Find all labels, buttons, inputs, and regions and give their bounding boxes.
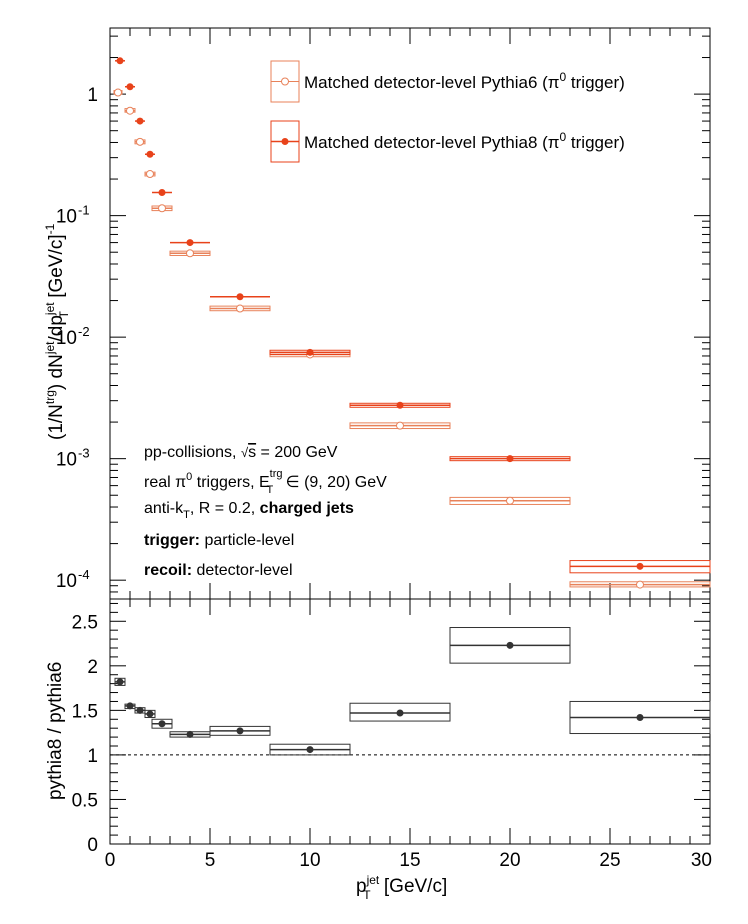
pythia6-point bbox=[114, 88, 122, 97]
ratio-point bbox=[236, 727, 244, 735]
ratio-point bbox=[158, 720, 166, 728]
pythia6-point bbox=[506, 496, 514, 505]
top-y-tick-label: 1 bbox=[87, 85, 98, 106]
x-tick-label: 20 bbox=[499, 850, 520, 871]
x-tick-label: 5 bbox=[205, 850, 216, 871]
top-y-axis-label: (1/Ntrg) dNjet/dpjetT [GeV/c]-1 bbox=[43, 223, 71, 440]
bottom-y-tick-label: 1.5 bbox=[72, 701, 98, 722]
legend: Matched detector-level Pythia6 (π0 trigg… bbox=[270, 60, 625, 163]
ratio-point bbox=[396, 709, 404, 717]
pythia8-point bbox=[126, 83, 134, 91]
x-tick-label: 25 bbox=[599, 850, 620, 871]
pythia8-point bbox=[186, 239, 194, 247]
pythia8-point bbox=[236, 293, 244, 301]
annotation-block: pp-collisions, √s = 200 GeV real π0 trig… bbox=[144, 444, 387, 579]
pythia6-point bbox=[136, 137, 144, 146]
x-tick-label: 15 bbox=[399, 850, 420, 871]
x-tick-label: 30 bbox=[691, 850, 712, 871]
pythia6-point bbox=[126, 106, 134, 115]
pythia6-point bbox=[236, 304, 244, 313]
ratio-point bbox=[506, 641, 514, 649]
top-y-tick-exponent: -1 bbox=[78, 203, 90, 218]
pythia6-point bbox=[158, 204, 166, 213]
bottom-y-axis-label: pythia8 / pythia6 bbox=[45, 662, 66, 800]
x-axis-label: pjet T [GeV/c] bbox=[356, 873, 447, 902]
ratio-point bbox=[146, 710, 154, 718]
bottom-y-tick-label: 2.5 bbox=[72, 612, 98, 633]
annotation-jets: anti-kT, R = 0.2, charged jets bbox=[144, 500, 354, 521]
legend-entry-pythia6: Matched detector-level Pythia6 (π0 trigg… bbox=[270, 60, 625, 103]
pythia8-point bbox=[146, 150, 154, 158]
legend-label-pythia6: Matched detector-level Pythia6 (π0 trigg… bbox=[304, 70, 625, 92]
pythia6-point bbox=[186, 249, 194, 258]
annotation-triggers: real π0 triggers, Etrg T ∈ (9, 20) GeV bbox=[144, 468, 387, 496]
bottom-tick-labels: 0 0.5 1 1.5 2 2.5 0 5 10 15 20 25 30 bbox=[72, 612, 712, 871]
ratio-point bbox=[126, 702, 134, 710]
annotation-trigger-level: trigger: particle-level bbox=[144, 532, 294, 549]
ratio-point bbox=[306, 746, 314, 754]
pythia8-point bbox=[136, 117, 144, 125]
bottom-y-tick-label: 1 bbox=[87, 746, 98, 767]
pythia6-point bbox=[396, 421, 404, 430]
x-tick-label: 0 bbox=[105, 850, 116, 871]
ratio-point bbox=[186, 730, 194, 738]
series-ratio bbox=[114, 627, 711, 756]
legend-entry-pythia8: Matched detector-level Pythia8 (π0 trigg… bbox=[270, 120, 625, 163]
top-y-tick-label: 10 bbox=[56, 571, 77, 592]
top-y-tick-exponent: -2 bbox=[78, 324, 90, 339]
bottom-y-tick-label: 0.5 bbox=[72, 790, 98, 811]
pythia8-point bbox=[158, 189, 166, 197]
pythia6-point bbox=[636, 580, 644, 589]
pythia8-point bbox=[306, 348, 314, 356]
top-y-tick-label: 10 bbox=[56, 450, 77, 471]
series-pythia8 bbox=[115, 57, 711, 574]
ratio-syst-box bbox=[349, 702, 451, 722]
top-axis-ticks bbox=[109, 28, 711, 600]
top-y-tick-labels: 110-110-210-310-4 bbox=[56, 85, 98, 592]
ratio-point bbox=[116, 678, 124, 686]
annotation-recoil-level: recoil: detector-level bbox=[144, 562, 293, 579]
pythia8-point bbox=[506, 455, 514, 463]
pythia8-point bbox=[116, 57, 124, 65]
pythia6-point bbox=[146, 170, 154, 179]
top-y-tick-exponent: -3 bbox=[78, 446, 90, 461]
x-tick-label: 10 bbox=[299, 850, 320, 871]
top-y-tick-exponent: -4 bbox=[78, 567, 90, 582]
ratio-point bbox=[636, 713, 644, 721]
pythia8-point bbox=[636, 562, 644, 570]
annotation-collisions: pp-collisions, √s = 200 GeV bbox=[144, 444, 338, 461]
legend-label-pythia8: Matched detector-level Pythia8 (π0 trigg… bbox=[304, 130, 625, 152]
pythia8-point bbox=[396, 401, 404, 409]
top-y-tick-label: 10 bbox=[56, 207, 77, 228]
ratio-point bbox=[136, 706, 144, 714]
top-y-tick-label: 10 bbox=[56, 328, 77, 349]
bottom-y-tick-label: 2 bbox=[87, 657, 98, 678]
bottom-y-tick-label: 0 bbox=[87, 835, 98, 856]
